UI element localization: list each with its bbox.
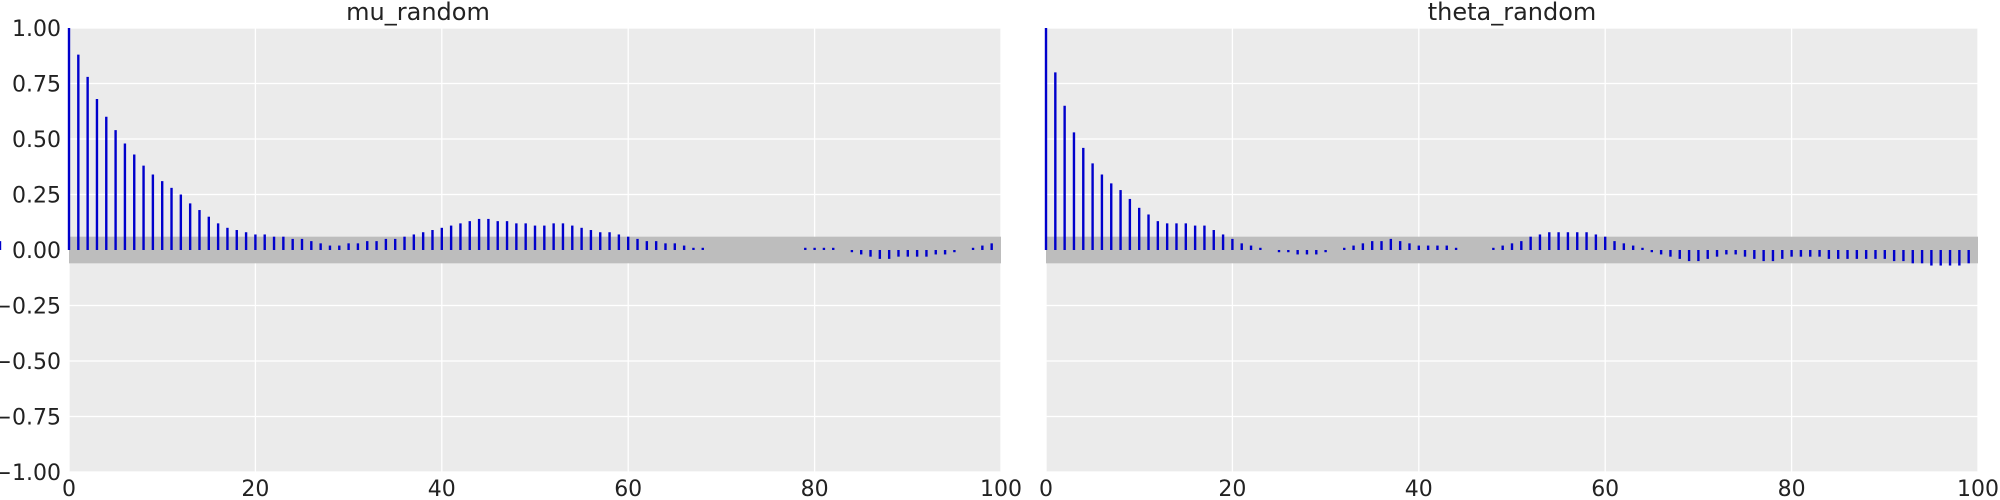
y-tick-label: 0.00 [12,239,61,264]
x-tick-label: 80 [1778,477,1806,500]
x-tick-label: 60 [614,477,642,500]
y-tick-label: 0.25 [12,184,61,209]
x-tick-label: 100 [980,477,1022,500]
y-tick-label: −0.75 [0,406,61,431]
x-tick-label: 60 [1591,477,1619,500]
y-tick-label: 0.75 [12,73,61,98]
panel-title-mu-random: mu_random [346,0,490,26]
x-tick-label: 20 [1218,477,1246,500]
y-tick-label: −1.00 [0,461,61,486]
panel-mu-random: mu_random 0 20 40 60 80 100 1.00 0.75 0.50 0.25 0.… [0,0,1022,500]
x-tick-label: 40 [428,477,456,500]
panel-title-theta-random: theta_random [1428,0,1597,26]
y-tick-label: 0.50 [12,128,61,153]
x-tick-label: 0 [1039,477,1053,500]
x-tick-label: 40 [1405,477,1433,500]
x-tick-label: 0 [62,477,76,500]
x-tick-label: 20 [241,477,269,500]
y-tick-label: 1.00 [12,17,61,42]
y-tick-label: −0.50 [0,350,61,375]
x-tick-label: 80 [801,477,829,500]
x-tick-label: 100 [1957,477,1999,500]
panel-theta-random: theta_random 0 20 40 60 80 100 [1039,0,1999,500]
y-tick-label: −0.25 [0,295,61,320]
